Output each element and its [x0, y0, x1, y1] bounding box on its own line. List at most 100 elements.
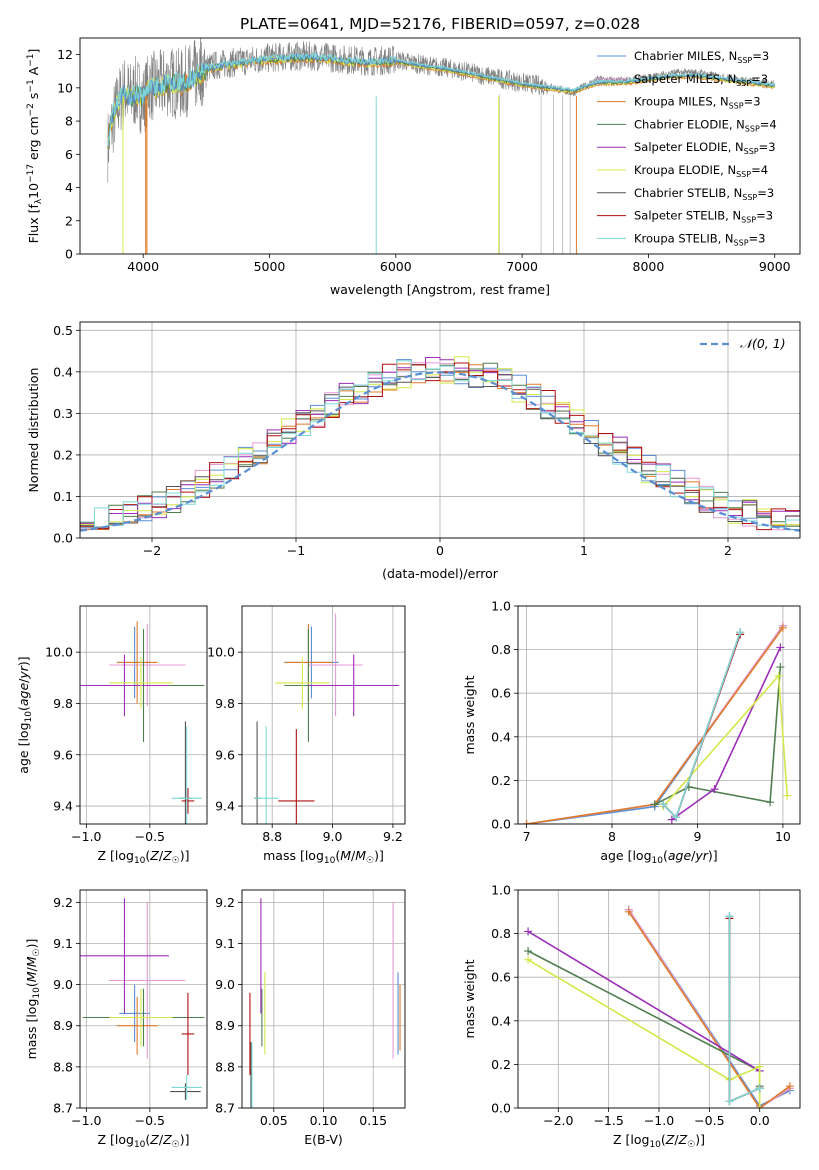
observed-spectrum-line [107, 38, 775, 183]
legend-label: Salpeter MILES, NSSP=3 [634, 72, 768, 88]
plus-marker [755, 1104, 764, 1108]
x-tick-label: 0.05 [260, 1113, 288, 1128]
legend-label: 𝒩(0, 1) [740, 336, 786, 351]
legend-label: Salpeter STELIB, NSSP=3 [634, 209, 773, 225]
legend-label: Chabrier MILES, NSSP=3 [634, 49, 769, 65]
y-tick-label: 10.0 [45, 645, 73, 660]
y-tick-label: 0.2 [491, 773, 511, 788]
plot-area [80, 621, 205, 824]
x-tick-label: 0.15 [359, 1113, 387, 1128]
plus-marker [778, 623, 787, 632]
x-tick-label: −1 [287, 543, 305, 558]
plot-area [107, 38, 776, 254]
legend-label: Kroupa STELIB, NSSP=3 [634, 231, 766, 247]
x-tick-label: 10 [775, 829, 791, 844]
axes-frame [241, 889, 406, 1109]
figure-title: PLATE=0641, MJD=52176, FIBERID=0597, z=0… [240, 15, 640, 33]
x-axis-label: age [log10(age/yr)] [600, 848, 717, 866]
y-tick-label: 0.4 [491, 1013, 511, 1028]
plus-marker [725, 1097, 734, 1106]
x-tick-label: 6000 [380, 259, 412, 274]
plus-marker [524, 955, 533, 964]
model-spectrum-line [107, 51, 776, 147]
y-tick-label: 8.7 [215, 1101, 235, 1116]
y-tick-label: 9.8 [53, 696, 73, 711]
y-tick-label: 0.8 [491, 642, 511, 657]
plot-area [254, 613, 399, 824]
x-tick-label: −0.5 [135, 1113, 165, 1128]
plus-marker [725, 912, 734, 921]
y-tick-label: 8.7 [53, 1101, 73, 1116]
x-tick-label: 5000 [254, 259, 286, 274]
x-tick-label: −2.0 [543, 1113, 573, 1128]
y-axis-label: mass [log10(M/M☉)] [24, 939, 42, 1060]
x-axis-label: E(B-V) [304, 1132, 343, 1147]
x-tick-label: 2 [724, 543, 732, 558]
plus-marker [624, 907, 633, 916]
y-tick-label: 8.9 [215, 1018, 235, 1033]
residual-histogram-step [80, 360, 800, 529]
residual-histogram-step [80, 362, 800, 531]
y-tick-label: 0.4 [491, 729, 511, 744]
y-tick-label: 0.8 [491, 926, 511, 941]
weight-vs-age-panel: 7 8 9 10 0.0 0.2 0.4 0.6 0.8 1.0 age [log10(age/yr… [462, 599, 801, 866]
age-vs-metallicity-panel: −1.0 −0.5 9.4 9.6 9.8 10.0 Z [log10(Z/Z☉)] age … [16, 605, 208, 866]
x-tick-label: −1.0 [71, 829, 101, 844]
plus-marker [776, 643, 785, 652]
y-tick-label: 9.6 [53, 747, 73, 762]
x-tick-label: 0.0 [750, 1113, 770, 1128]
y-tick-label: 0.4 [53, 364, 73, 379]
mass-weight-line [662, 673, 788, 808]
x-tick-label: 9.0 [323, 829, 343, 844]
y-axis-label: age [log10(age/yr)] [16, 656, 34, 773]
y-tick-label: 9.0 [53, 977, 73, 992]
y-tick-label: 9.4 [53, 799, 73, 814]
mass-vs-ebv-panel: 0.05 0.10 0.15 8.7 8.8 8.9 9.0 9.1 9.2 E(B-V) [215, 889, 406, 1147]
y-tick-label: 6 [65, 147, 73, 162]
x-tick-label: 0 [436, 543, 444, 558]
plus-marker [785, 1082, 794, 1091]
y-axis-label: Normed distribution [26, 368, 41, 493]
x-tick-label: −1.5 [593, 1113, 623, 1128]
x-tick-label: 1 [580, 543, 588, 558]
residual-histogram-step [80, 357, 800, 529]
y-tick-label: 8.9 [53, 1018, 73, 1033]
y-tick-label: 4 [65, 180, 73, 195]
y-tick-label: 9.1 [215, 936, 235, 951]
mass-weight-line [527, 959, 761, 1108]
legend-label: Kroupa ELODIE, NSSP=4 [634, 163, 768, 179]
plus-marker [650, 800, 659, 809]
plus-marker [672, 813, 681, 822]
x-tick-label: 0.10 [310, 1113, 338, 1128]
axes-frame [79, 605, 208, 825]
y-tick-label: 12 [57, 47, 73, 62]
x-tick-label: 9 [693, 829, 701, 844]
x-axis-label: Z [log10(Z/Z☉)] [97, 1132, 189, 1150]
legend-label: Salpeter ELODIE, NSSP=3 [634, 140, 776, 156]
x-axis-label: (data-model)/error [382, 566, 499, 581]
y-tick-label: 0 [65, 247, 73, 262]
plus-marker [783, 791, 792, 800]
mass-weight-line [654, 666, 782, 806]
x-axis-label: Z [log10(Z/Z☉)] [97, 848, 189, 866]
y-axis-label: mass weight [462, 959, 477, 1038]
plus-marker [736, 628, 745, 637]
plot-area [522, 621, 792, 824]
x-tick-label: 9.2 [383, 829, 403, 844]
y-tick-label: 10.0 [207, 645, 235, 660]
y-tick-label: 0.0 [491, 817, 511, 832]
legend-label: Chabrier STELIB, NSSP=3 [634, 186, 774, 202]
x-tick-label: 4000 [127, 259, 159, 274]
mass-weight-line [628, 911, 791, 1108]
x-tick-label: −0.5 [694, 1113, 724, 1128]
x-tick-label: −1.0 [644, 1113, 674, 1128]
y-tick-label: 8.8 [53, 1059, 73, 1074]
y-tick-label: 0.2 [53, 447, 73, 462]
y-tick-label: 9.2 [215, 895, 235, 910]
plot-area [80, 898, 205, 1100]
x-tick-label: 8000 [633, 259, 665, 274]
y-tick-label: 0.0 [491, 1101, 511, 1116]
x-axis-label: mass [log10(M/M☉)] [263, 848, 384, 866]
x-tick-label: 9000 [759, 259, 791, 274]
